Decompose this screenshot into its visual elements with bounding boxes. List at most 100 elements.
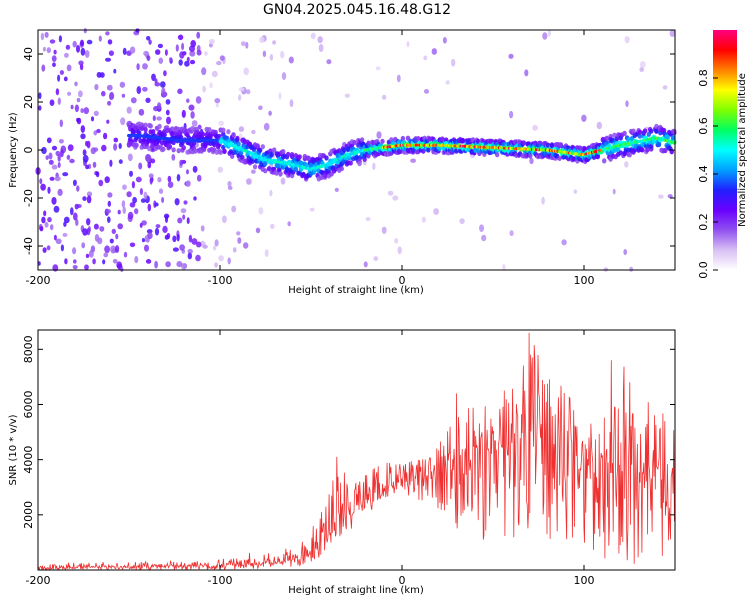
spectrogram-cell [142,63,148,70]
spectrogram-cell [637,133,643,139]
spectrogram-cell [42,247,47,253]
snr-x-label: Height of straight line (km) [288,585,424,596]
spectrogram-cell [186,98,190,103]
spectrogram-cell [121,93,126,98]
spectrogram-cell [187,252,192,260]
spectrogram-cell [246,89,251,95]
spectrogram-cell [112,259,118,264]
spectrogram-cell [164,215,169,224]
spectrogram-cell [46,47,51,54]
spectrogram-cell [392,195,399,201]
spectrogram-cell [82,196,87,202]
spectrogram-cell [318,44,324,52]
spectrogram-cell [196,241,202,248]
spectrogram-cell [451,58,456,67]
spectrogram-cell [637,129,643,135]
spectrogram-cell [280,50,285,59]
spectrogram-cell [445,80,450,85]
spectrogram-cell [521,140,527,146]
spectrogram-cell [45,155,49,161]
spectrogram-x-label: Height of straight line (km) [288,285,424,296]
spectrogram-cell [103,132,108,140]
spectrogram-cell [123,251,128,258]
spectrogram-cell [113,68,117,74]
spectrogram-cell [102,259,106,265]
spectrogram-cell [70,207,74,216]
spectrogram-cell [344,93,351,98]
spectrogram-cell [363,261,368,268]
spectrogram-cell [297,154,302,160]
spectrogram-cell [66,154,71,160]
spectrogram-cell [176,148,181,154]
spectrogram-cell [176,234,180,242]
spectrogram-cell [258,147,263,153]
colorbar-tick-label: 0.4 [697,165,710,183]
spectrogram-cell [96,71,102,78]
spectrogram-cell [182,214,186,220]
spectrogram-cell [187,248,193,254]
spectrogram-cell [148,173,154,179]
spectrogram-cell [83,107,90,115]
spectrogram-cell [49,39,56,44]
snr-x-tick-label: 100 [574,574,595,587]
spectrogram-cell [127,211,134,220]
spectrogram-cell [211,70,218,78]
spectrogram-cell [264,249,269,258]
spectrogram-cell [143,50,149,57]
spectrogram-cell [154,82,161,87]
spectrogram-cell [115,245,120,253]
spectrogram-cell [245,41,249,49]
spectrogram-cell [167,144,172,150]
spectrogram-cell [74,81,78,87]
spectrogram-cell [165,261,171,268]
spectrogram-cell [58,139,64,144]
spectrogram-y-tick-label: -20 [22,189,35,207]
spectrogram-cell [423,89,430,94]
spectrogram-cell [255,227,261,234]
spectrogram-cell [541,196,545,205]
spectrogram-cell [270,223,275,229]
spectrogram-cell [214,239,219,247]
spectrogram-cell [667,194,673,199]
spectrogram-cell [627,152,632,158]
spectrogram-cell [288,56,294,64]
spectrogram-y-tick-label: 40 [22,47,35,61]
spectrogram-cell [306,155,311,161]
colorbar-tick-label: 0.8 [697,69,710,87]
spectrogram-cell [181,145,186,151]
spectrogram-cell [76,97,81,103]
spectrogram-cell [188,234,193,243]
spectrogram-cell [207,127,212,133]
spectrogram-cell [396,74,401,83]
spectrogram-cell [502,264,506,271]
spectrogram-cell [189,45,195,52]
spectrogram-cell [157,177,162,183]
spectrogram-cell [287,221,292,227]
spectrogram-cell [373,256,379,261]
spectrogram-cell [72,40,77,48]
spectrogram-cell [529,157,534,165]
spectrogram-x-tick-label: -100 [208,274,233,287]
spectrogram-cell [40,183,46,191]
spectrogram-cell [269,151,274,158]
spectrogram-cell [352,139,357,146]
spectrogram-cell [129,170,133,177]
spectrogram-cell [196,31,201,39]
spectrogram-cell [662,85,668,90]
spectrogram-cell [67,144,74,152]
spectrogram-cell [63,76,68,82]
spectrogram-cell [631,128,636,134]
spectrogram-cell [39,178,43,185]
spectrogram-cell [208,43,213,48]
spectrogram-cell [227,185,233,190]
spectrogram-cell [55,238,62,245]
spectrogram-cell [94,83,99,91]
spectrogram-cell [80,125,86,133]
colorbar-gradient [713,30,737,270]
spectrogram-cell [167,175,172,183]
spectrogram-cell [179,159,184,166]
spectrogram-cell [176,174,181,182]
spectrogram-cell [53,234,57,241]
spectrogram-cell [278,171,283,177]
spectrogram-cell [105,57,111,62]
